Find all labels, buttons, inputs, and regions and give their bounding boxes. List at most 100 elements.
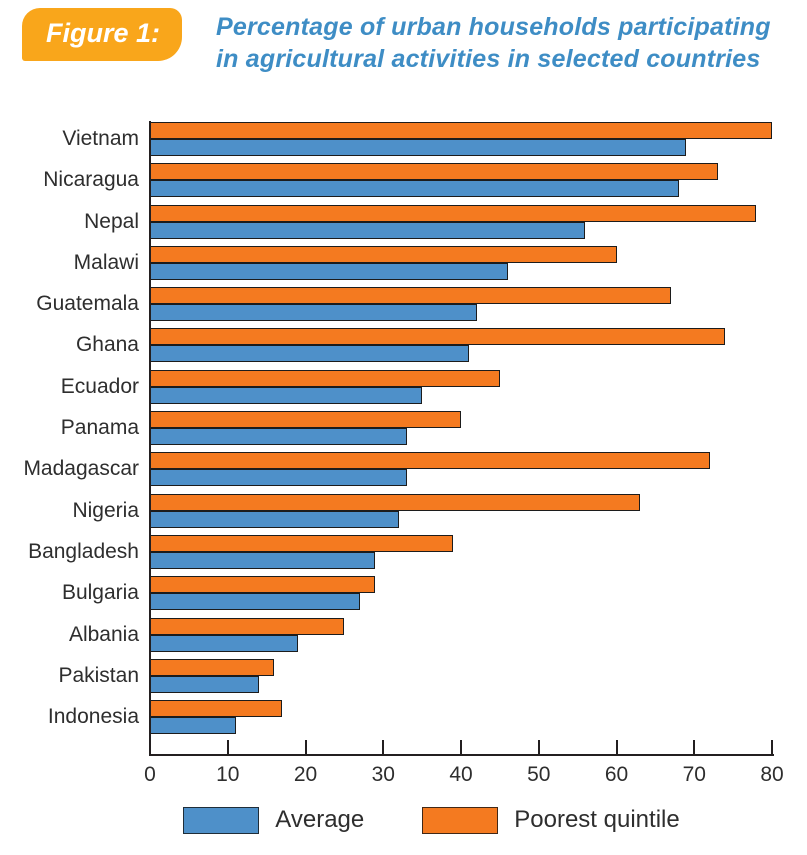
x-tick	[693, 740, 696, 754]
figure-title-line2: in agricultural activities in selected c…	[216, 45, 761, 73]
figure-header: Figure 1: Percentage of urban households…	[22, 8, 771, 75]
chart-row: Nicaragua	[0, 163, 772, 204]
x-tick	[537, 740, 540, 754]
x-axis-ticks	[150, 740, 773, 754]
bar-poorest-quintile	[150, 617, 345, 635]
bar-track	[150, 328, 772, 363]
chart-row: Indonesia	[0, 700, 772, 741]
bar-poorest-quintile	[150, 122, 772, 139]
bar-track	[150, 122, 772, 156]
legend-label-average: Average	[275, 806, 365, 833]
bar-average	[150, 139, 687, 156]
legend-label-poorest-quintile: Poorest quintile	[514, 806, 680, 833]
bar-track	[150, 163, 772, 198]
chart-row: Madagascar	[0, 452, 772, 493]
bar-poorest-quintile	[150, 534, 454, 552]
x-tick-label: 70	[682, 763, 706, 786]
bar-average	[150, 386, 423, 404]
category-label: Albania	[68, 622, 139, 646]
chart-legend: Average Poorest quintile	[28, 806, 807, 834]
x-axis-labels: 0 10 20 30 40 50 60 70 80	[144, 763, 784, 793]
category-label: Pakistan	[58, 663, 139, 687]
category-label: Indonesia	[47, 705, 139, 729]
bar-poorest-quintile	[150, 576, 376, 594]
x-tick-label: 30	[371, 763, 395, 786]
x-tick	[771, 740, 773, 754]
legend-item-average: Average	[183, 806, 364, 834]
chart-row: Nepal	[0, 204, 772, 246]
bar-average	[150, 180, 679, 198]
bar-poorest-quintile	[150, 493, 640, 511]
bar-track	[150, 287, 772, 322]
bar-track	[150, 534, 772, 569]
bar-track	[150, 658, 772, 693]
bar-average	[150, 593, 360, 611]
bar-average	[150, 675, 259, 693]
x-tick-label: 50	[527, 763, 551, 786]
x-tick-label: 20	[293, 763, 318, 786]
category-label: Nigeria	[72, 498, 139, 522]
bar-track	[150, 617, 772, 652]
category-label: Vietnam	[62, 127, 139, 150]
chart-row: Malawi	[0, 245, 772, 287]
chart-row: Vietnam	[0, 122, 772, 163]
plot-rows: Vietnam Nicaragua Nepal Malawi Guatemala Ghan…	[0, 122, 772, 741]
x-tick-label: 0	[144, 763, 156, 786]
bar-chart: Vietnam Nicaragua Nepal Malawi Guatemala Ghan…	[0, 121, 807, 806]
chart-row: Guatemala	[0, 287, 772, 328]
category-label: Nicaragua	[43, 168, 139, 192]
figure-title-line1: Percentage of urban households participa…	[216, 13, 771, 41]
x-tick-label: 40	[449, 763, 473, 786]
x-tick	[382, 740, 385, 754]
category-label: Ecuador	[60, 374, 139, 398]
category-label: Madagascar	[23, 457, 139, 481]
chart-row: Ecuador	[0, 369, 772, 411]
x-tick-label: 10	[216, 763, 240, 786]
bar-track	[150, 493, 772, 528]
category-label: Ghana	[75, 333, 139, 357]
bar-poorest-quintile	[150, 411, 461, 429]
category-label: Guatemala	[36, 292, 139, 316]
category-label: Bangladesh	[28, 539, 139, 563]
x-axis-line	[149, 754, 774, 756]
bar-poorest-quintile	[150, 658, 275, 676]
category-label: Panama	[60, 416, 139, 440]
bar-average	[150, 304, 477, 322]
figure-badge: Figure 1:	[22, 8, 183, 61]
bar-poorest-quintile	[150, 163, 718, 181]
bar-poorest-quintile	[150, 700, 283, 718]
legend-swatch-poorest-quintile	[422, 806, 499, 834]
bar-track	[150, 245, 772, 280]
x-tick	[226, 740, 229, 754]
category-label: Nepal	[84, 209, 139, 233]
bar-average	[150, 551, 376, 569]
x-tick-label: 80	[760, 763, 784, 786]
bar-track	[150, 576, 772, 611]
legend-swatch-average	[183, 806, 260, 834]
category-label: Malawi	[73, 250, 139, 274]
bar-poorest-quintile	[150, 328, 726, 346]
chart-row: Panama	[0, 411, 772, 452]
bar-average	[150, 428, 407, 446]
bar-track	[150, 452, 772, 487]
chart-row: Pakistan	[0, 658, 772, 700]
figure-title: Percentage of urban households participa…	[216, 8, 771, 75]
bar-average	[150, 221, 586, 239]
y-axis-line	[149, 121, 151, 756]
x-tick	[460, 740, 462, 754]
bar-average	[150, 345, 469, 363]
bar-average	[150, 717, 236, 735]
bar-average	[150, 510, 399, 528]
bar-track	[150, 411, 772, 446]
bar-poorest-quintile	[150, 369, 500, 387]
bar-average	[150, 469, 407, 487]
bar-track	[150, 204, 772, 239]
bar-average	[150, 634, 298, 652]
x-tick-label: 60	[604, 763, 629, 786]
figure-badge-label: Figure 1:	[46, 18, 161, 48]
bar-poorest-quintile	[150, 452, 710, 470]
chart-row: Bangladesh	[0, 534, 772, 576]
bar-track	[150, 700, 772, 735]
x-tick	[304, 740, 307, 754]
